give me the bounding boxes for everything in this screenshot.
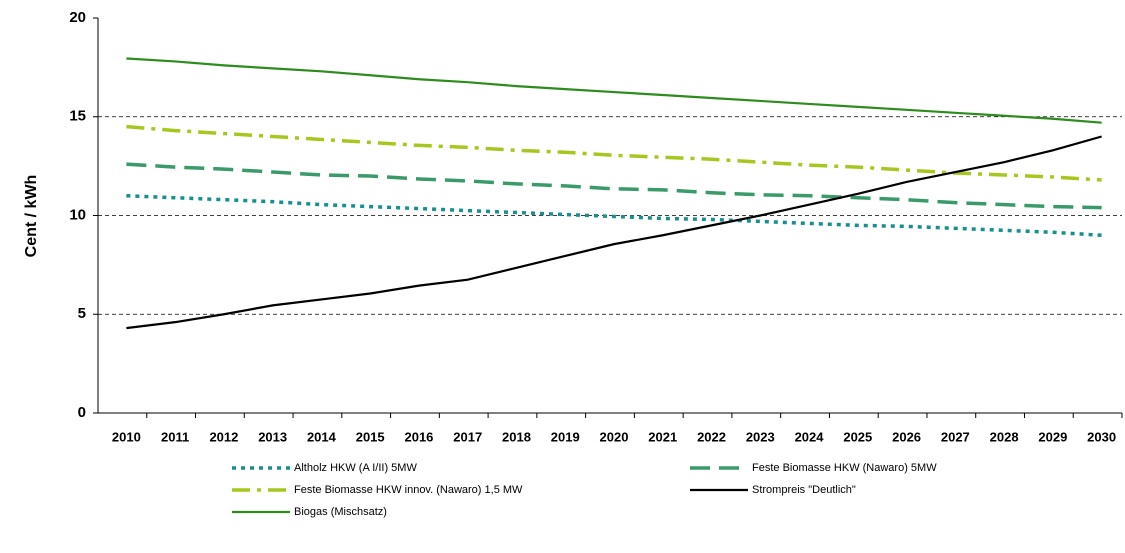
series-line [126, 57, 1102, 124]
x-tick-label: 2029 [1038, 429, 1067, 444]
x-tick-label: 2010 [112, 429, 141, 444]
x-tick-label: 2020 [600, 429, 629, 444]
x-tick-label: 2014 [307, 429, 337, 444]
series-line [126, 135, 1102, 330]
x-tick-label: 2018 [502, 429, 531, 444]
x-tick-label: 2025 [843, 429, 872, 444]
x-tick-label: 2016 [404, 429, 433, 444]
x-tick-label: 2013 [258, 429, 287, 444]
x-tick-label: 2027 [941, 429, 970, 444]
y-tick-label: 15 [69, 108, 86, 125]
series-line [126, 162, 1102, 210]
y-axis-label: Cent / kWh [23, 175, 40, 258]
legend-label: Altholz HKW (A I/II) 5MW [294, 462, 417, 474]
legend-label: Feste Biomasse HKW innov. (Nawaro) 1,5 M… [294, 484, 523, 496]
y-tick-label: 5 [78, 305, 86, 322]
series-line [126, 194, 1102, 237]
x-tick-label: 2028 [990, 429, 1019, 444]
y-tick-label: 20 [69, 9, 86, 26]
y-tick-label: 0 [78, 404, 86, 421]
legend-label: Feste Biomasse HKW (Nawaro) 5MW [752, 462, 937, 474]
x-tick-label: 2015 [356, 429, 385, 444]
x-tick-label: 2026 [892, 429, 921, 444]
x-tick-label: 2024 [795, 429, 825, 444]
x-tick-label: 2022 [697, 429, 726, 444]
legend-label: Biogas (Mischsatz) [294, 506, 387, 518]
x-tick-label: 2030 [1087, 429, 1116, 444]
x-tick-label: 2012 [209, 429, 238, 444]
legend-label: Strompreis "Deutlich" [752, 484, 856, 496]
x-tick-label: 2023 [746, 429, 775, 444]
x-tick-label: 2019 [551, 429, 580, 444]
x-tick-label: 2017 [453, 429, 482, 444]
y-tick-label: 10 [69, 206, 86, 223]
x-tick-label: 2011 [161, 429, 189, 444]
x-tick-label: 2021 [648, 429, 677, 444]
